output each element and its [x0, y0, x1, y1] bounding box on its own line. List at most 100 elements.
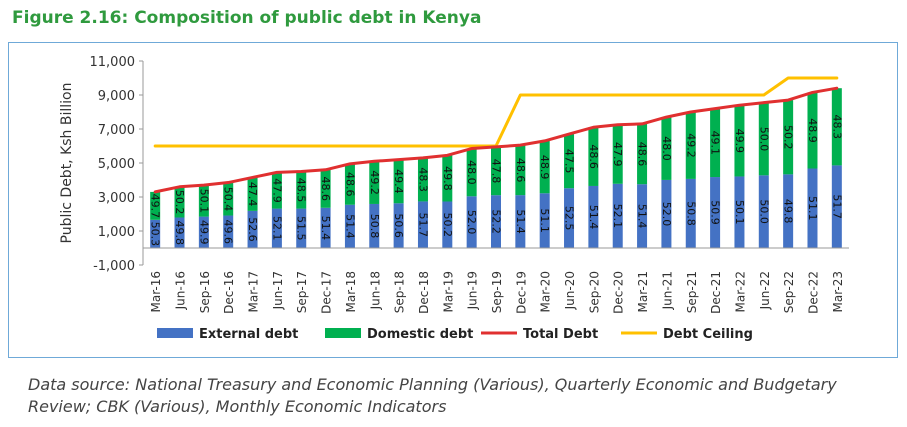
bar-domestic: [174, 186, 185, 218]
data-label-domestic: 48.0: [465, 160, 478, 185]
bar-external: [831, 165, 842, 248]
x-tick-label: Sep-22: [782, 271, 796, 313]
data-label-domestic: 48.6: [514, 158, 527, 183]
data-label-domestic: 50.4: [222, 187, 235, 212]
x-tick-label: Mar-18: [344, 271, 358, 312]
x-tick-label: Jun-17: [271, 271, 285, 310]
x-tick-label: Sep-20: [587, 271, 601, 313]
data-label-external: 51.4: [343, 214, 356, 239]
bar-external: [198, 216, 209, 248]
y-tick-label: 11,000: [90, 55, 136, 70]
bar-external: [685, 178, 696, 248]
bar-external: [442, 201, 453, 248]
bar-domestic: [758, 102, 769, 176]
x-tick-label: Jun-16: [174, 271, 188, 310]
data-label-domestic: 49.1: [709, 131, 722, 156]
data-label-domestic: 47.5: [563, 149, 576, 174]
bar-domestic: [515, 145, 526, 196]
y-tick-label: 5,000: [98, 157, 135, 172]
x-tick-label: Mar-23: [831, 271, 845, 312]
bar-external: [734, 176, 745, 248]
bar-domestic: [734, 105, 745, 177]
bar-external: [369, 203, 380, 248]
data-label-external: 50.8: [684, 201, 697, 226]
data-label-domestic: 48.3: [416, 167, 429, 192]
x-tick-label: Dec-17: [320, 271, 334, 314]
bar-domestic: [466, 148, 477, 197]
data-label-external: 49.8: [173, 221, 186, 246]
x-tick-label: Sep-19: [490, 271, 504, 313]
bar-domestic: [637, 123, 648, 185]
chart-frame: -1,000 1,000 3,000 5,000 7,000 9,000 11,000 Pub…: [8, 42, 898, 358]
bar-external: [174, 217, 185, 248]
data-label-external: 52.6: [246, 217, 259, 242]
data-label-domestic: 50.0: [757, 127, 770, 152]
bar-domestic: [685, 112, 696, 179]
bar-external: [637, 184, 648, 248]
data-label-external: 51.4: [636, 204, 649, 229]
bar-external: [344, 204, 355, 248]
bar-domestic: [588, 127, 599, 186]
bar-external: [783, 174, 794, 248]
bar-domestic: [831, 88, 842, 166]
bar-domestic: [661, 117, 672, 180]
data-label-external: 51.5: [295, 216, 308, 241]
data-label-domestic: 47.4: [246, 182, 259, 207]
data-label-domestic: 48.0: [660, 136, 673, 161]
data-label-external: 52.5: [563, 206, 576, 231]
data-label-external: 51.4: [587, 205, 600, 230]
data-label-external: 52.1: [270, 216, 283, 241]
bar-external: [539, 193, 550, 248]
bar-domestic: [150, 191, 161, 220]
x-tick-label: Mar-17: [247, 271, 261, 312]
data-label-domestic: 48.3: [830, 115, 843, 140]
bar-domestic: [344, 163, 355, 205]
data-label-domestic: 49.2: [368, 170, 381, 195]
data-label-domestic: 47.9: [611, 142, 624, 167]
bar-external: [150, 219, 161, 248]
data-label-external: 52.1: [611, 204, 624, 229]
bar-external: [466, 196, 477, 248]
data-label-external: 51.7: [416, 212, 429, 237]
x-tick-label: Sep-16: [198, 271, 212, 313]
x-tick-label: Mar-22: [733, 271, 747, 312]
data-label-domestic: 48.9: [538, 155, 551, 180]
legend-external-label: External debt: [199, 327, 298, 342]
data-label-external: 50.9: [709, 200, 722, 225]
x-tick-label: Jun-20: [563, 271, 577, 310]
bar-domestic: [296, 171, 307, 209]
bar-external: [223, 215, 234, 248]
x-tick-label: Dec-22: [806, 271, 820, 314]
data-label-domestic: 48.6: [587, 144, 600, 169]
x-tick-label: Sep-21: [685, 271, 699, 313]
data-label-external: 50.1: [733, 200, 746, 225]
bar-domestic: [442, 155, 453, 202]
bar-domestic: [393, 159, 404, 204]
x-tick-label: Dec-18: [417, 271, 431, 314]
data-label-domestic: 47.9: [270, 178, 283, 203]
data-label-external: 50.6: [392, 213, 405, 238]
bar-domestic: [710, 108, 721, 178]
legend-domestic-label: Domestic debt: [367, 327, 473, 342]
bar-domestic: [491, 146, 501, 196]
x-tick-label: Dec-19: [514, 271, 528, 314]
data-label-external: 49.6: [222, 220, 235, 245]
bar-external: [588, 185, 599, 248]
data-label-domestic: 48.6: [636, 142, 649, 167]
data-label-domestic: 50.2: [173, 190, 186, 215]
data-label-domestic: 50.2: [782, 125, 795, 150]
data-label-domestic: 48.9: [806, 118, 819, 142]
bar-external: [491, 195, 501, 248]
data-label-domestic: 49.8: [441, 166, 454, 191]
data-label-external: 50.8: [368, 214, 381, 239]
legend-external-swatch: [157, 328, 193, 338]
bar-external: [710, 177, 721, 248]
x-tick-label: Dec-16: [222, 271, 236, 314]
data-label-external: 50.3: [149, 222, 162, 247]
data-label-domestic: 48.6: [319, 177, 332, 202]
bar-domestic: [564, 134, 575, 189]
bar-domestic: [807, 92, 818, 169]
debt-composition-chart: -1,000 1,000 3,000 5,000 7,000 9,000 11,000 Pub…: [59, 55, 849, 342]
data-label-external: 51.7: [830, 194, 843, 219]
bar-domestic: [320, 169, 331, 208]
